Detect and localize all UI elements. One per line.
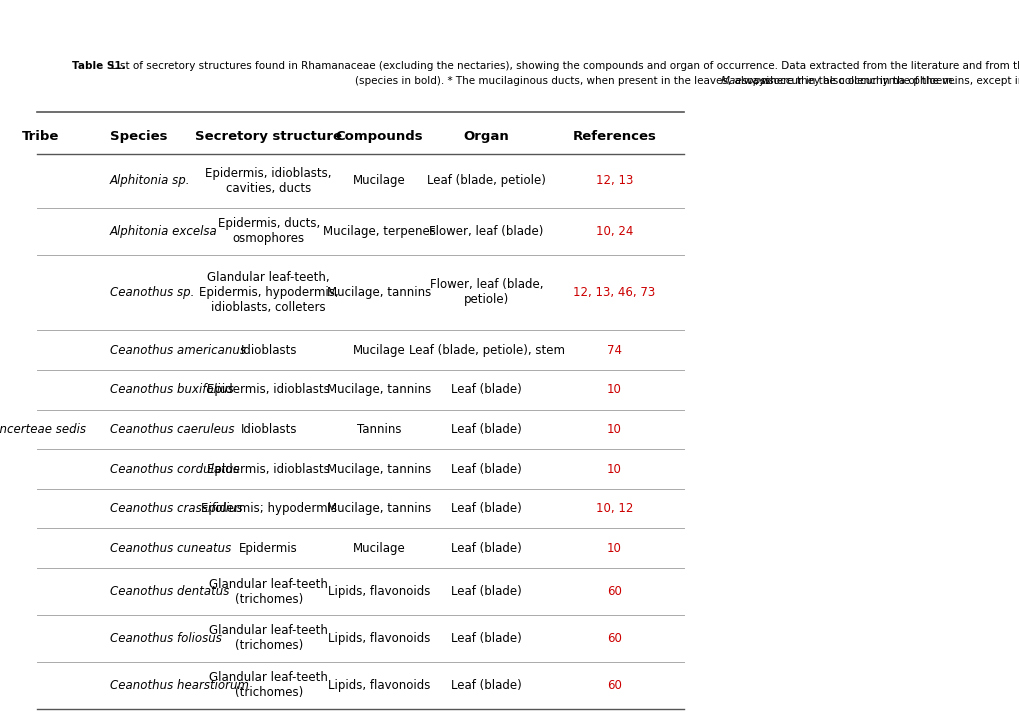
- Text: Mucilage: Mucilage: [353, 541, 406, 555]
- Text: Epidermis, idioblasts: Epidermis, idioblasts: [207, 383, 330, 397]
- Text: Glandular leaf-teeth
(trichomes): Glandular leaf-teeth (trichomes): [209, 624, 328, 653]
- Text: Ceanothus caeruleus: Ceanothus caeruleus: [110, 423, 234, 436]
- Text: 12, 13: 12, 13: [595, 174, 633, 187]
- Text: Epidermis, ducts,
osmophores: Epidermis, ducts, osmophores: [217, 217, 320, 245]
- Text: Leaf (blade): Leaf (blade): [450, 585, 522, 598]
- Text: (species in bold). * The mucilaginous ducts, when present in the leaves, always : (species in bold). * The mucilaginous du…: [355, 76, 1019, 86]
- Text: 10, 24: 10, 24: [595, 224, 633, 238]
- Text: Alphitonia excelsa: Alphitonia excelsa: [110, 224, 217, 238]
- Text: Leaf (blade): Leaf (blade): [450, 502, 522, 516]
- Text: Mucilage, tannins: Mucilage, tannins: [327, 383, 431, 397]
- Text: Lipids, flavonoids: Lipids, flavonoids: [328, 678, 430, 692]
- Text: Tannins: Tannins: [357, 423, 401, 436]
- Text: Mucilage, tannins: Mucilage, tannins: [327, 286, 431, 299]
- Text: Ceanothus crassifolius: Ceanothus crassifolius: [110, 502, 243, 516]
- Text: Leaf (blade, petiole): Leaf (blade, petiole): [427, 174, 545, 187]
- Text: Tribe: Tribe: [21, 130, 59, 143]
- Text: Ceanothus americanus: Ceanothus americanus: [110, 343, 246, 357]
- Text: Ceanothus cuneatus: Ceanothus cuneatus: [110, 541, 230, 555]
- Text: Glandular leaf-teeth
(trichomes): Glandular leaf-teeth (trichomes): [209, 671, 328, 699]
- Text: Ceanothus cordulatus: Ceanothus cordulatus: [110, 462, 238, 476]
- Text: Leaf (blade): Leaf (blade): [450, 678, 522, 692]
- Text: 74: 74: [606, 343, 622, 357]
- Text: Organ: Organ: [464, 130, 508, 143]
- Text: Ceanothus foliosus: Ceanothus foliosus: [110, 632, 221, 645]
- Text: Compounds: Compounds: [335, 130, 423, 143]
- Text: 60: 60: [606, 585, 622, 598]
- Text: Mucilage, tannins: Mucilage, tannins: [327, 502, 431, 516]
- Text: Ceanothus buxifolius: Ceanothus buxifolius: [110, 383, 233, 397]
- Text: Flower, leaf (blade,
petiole): Flower, leaf (blade, petiole): [429, 278, 543, 306]
- Text: 10: 10: [606, 541, 622, 555]
- Text: 10: 10: [606, 462, 622, 476]
- Text: Mucilage, tannins: Mucilage, tannins: [327, 462, 431, 476]
- Text: 60: 60: [606, 632, 622, 645]
- Text: Alphitonia sp.: Alphitonia sp.: [110, 174, 190, 187]
- Text: Leaf (blade): Leaf (blade): [450, 423, 522, 436]
- Text: Glandular leaf-teeth,
Epidermis, hypodermis,
idioblasts, colleters: Glandular leaf-teeth, Epidermis, hypoder…: [199, 271, 338, 314]
- Text: Epidermis, idioblasts: Epidermis, idioblasts: [207, 462, 330, 476]
- Text: Glandular leaf-teeth
(trichomes): Glandular leaf-teeth (trichomes): [209, 578, 328, 606]
- Text: Species: Species: [110, 130, 167, 143]
- Text: Leaf (blade): Leaf (blade): [450, 383, 522, 397]
- Text: Lipids, flavonoids: Lipids, flavonoids: [328, 585, 430, 598]
- Text: 60: 60: [606, 678, 622, 692]
- Text: Ceanothus hearstiorum: Ceanothus hearstiorum: [110, 678, 249, 692]
- Text: Table S1.: Table S1.: [71, 61, 125, 71]
- Text: Ceanothus sp.: Ceanothus sp.: [110, 286, 194, 299]
- Text: Epidermis; hypodermis: Epidermis; hypodermis: [201, 502, 336, 516]
- Text: Secretory structure: Secretory structure: [195, 130, 342, 143]
- Text: Leaf (blade): Leaf (blade): [450, 541, 522, 555]
- Text: Idioblasts: Idioblasts: [240, 423, 297, 436]
- Text: Mucilage: Mucilage: [353, 174, 406, 187]
- Text: References: References: [572, 130, 656, 143]
- Text: List of secretory structures found in Rhamanaceae (excluding the nectaries), sho: List of secretory structures found in Rh…: [108, 61, 1019, 71]
- Text: Leaf (blade): Leaf (blade): [450, 632, 522, 645]
- Text: 10, 12: 10, 12: [595, 502, 633, 516]
- Text: 10: 10: [606, 383, 622, 397]
- Text: Lipids, flavonoids: Lipids, flavonoids: [328, 632, 430, 645]
- Text: Idioblasts: Idioblasts: [240, 343, 297, 357]
- Text: Flower, leaf (blade): Flower, leaf (blade): [429, 224, 543, 238]
- Text: Mucilage, terpenes: Mucilage, terpenes: [323, 224, 435, 238]
- Text: Mucilage: Mucilage: [353, 343, 406, 357]
- Text: 10: 10: [606, 423, 622, 436]
- Text: Leaf (blade): Leaf (blade): [450, 462, 522, 476]
- Text: Epidermis, idioblasts,
cavities, ducts: Epidermis, idioblasts, cavities, ducts: [205, 167, 331, 195]
- Text: Leaf (blade, petiole), stem: Leaf (blade, petiole), stem: [409, 343, 564, 357]
- Text: , where they also occur in the phloem.: , where they also occur in the phloem.: [754, 76, 955, 86]
- Text: Incerteae sedis: Incerteae sedis: [0, 423, 86, 436]
- Text: 12, 13, 46, 73: 12, 13, 46, 73: [573, 286, 655, 299]
- Text: Maesopsis: Maesopsis: [720, 76, 773, 86]
- Text: Epidermis: Epidermis: [239, 541, 298, 555]
- Text: Ceanothus dentatus: Ceanothus dentatus: [110, 585, 229, 598]
